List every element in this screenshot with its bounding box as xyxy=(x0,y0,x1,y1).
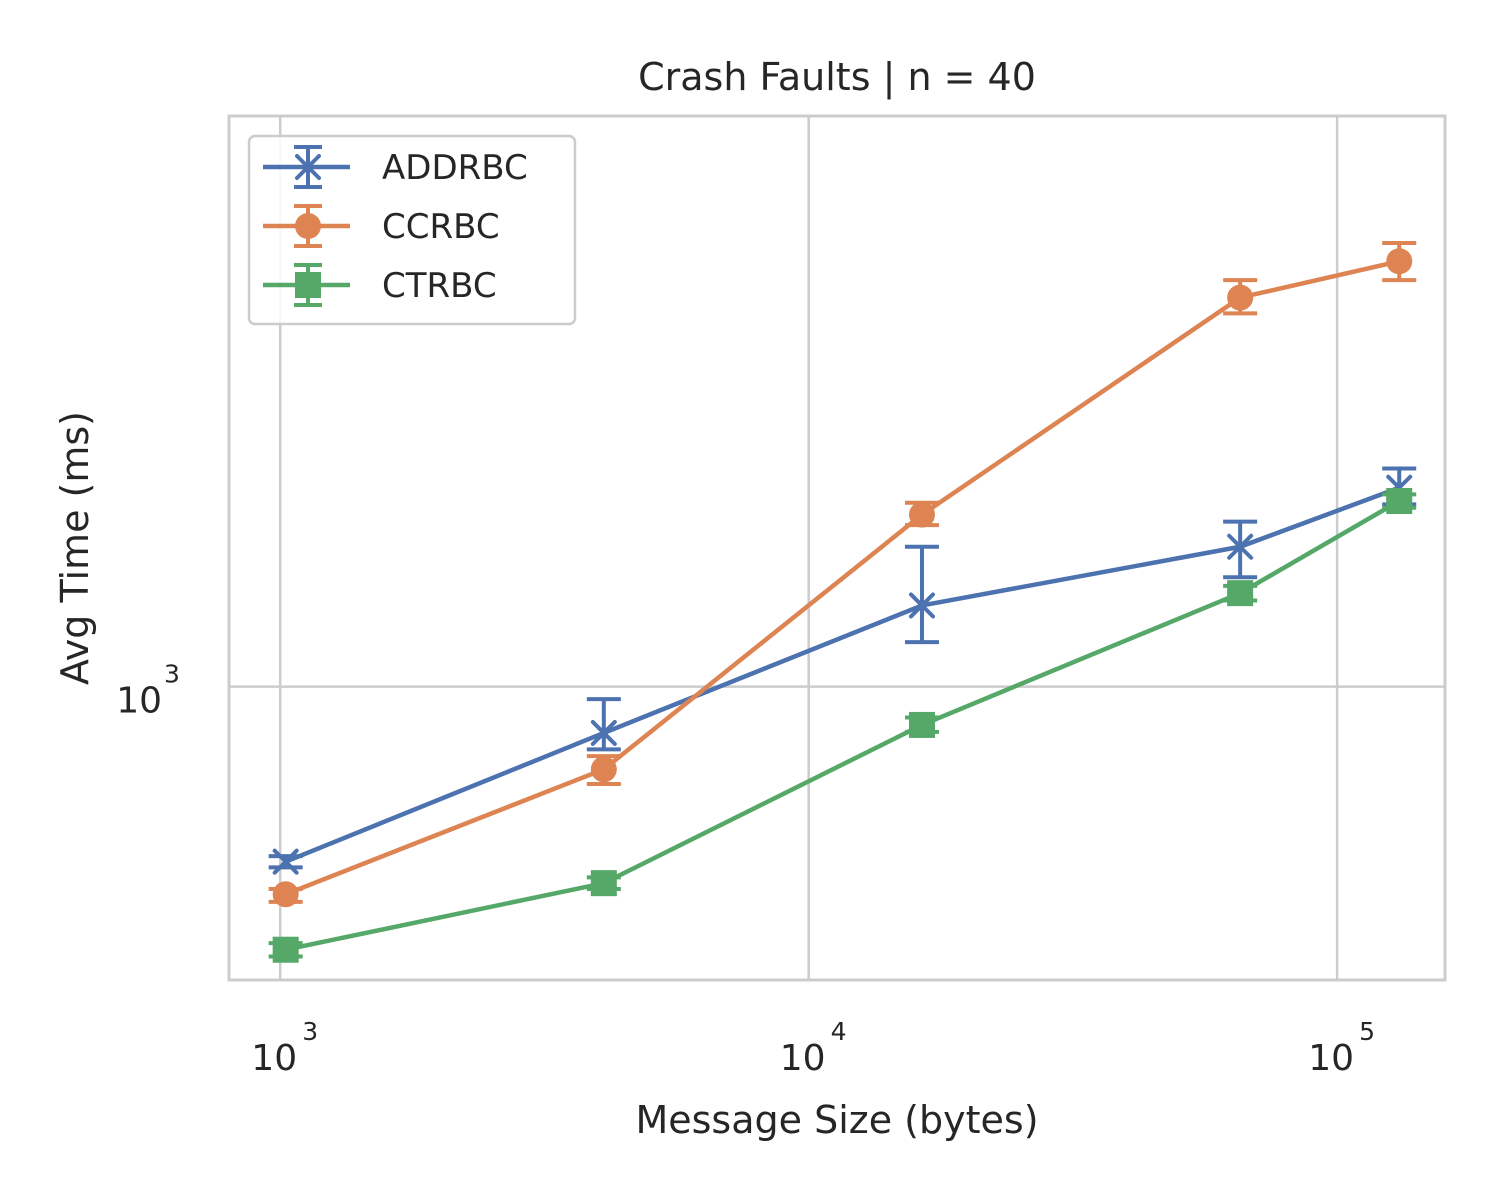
x-tick-label: 104 xyxy=(780,1017,847,1079)
data-point xyxy=(272,936,299,963)
y-axis-label: Avg Time (ms) xyxy=(53,411,97,685)
grid-lines xyxy=(229,116,1445,980)
data-point xyxy=(908,592,935,619)
series-ctrbc xyxy=(268,488,1417,963)
x-tick-exponent: 4 xyxy=(831,1017,847,1046)
legend-marker xyxy=(295,154,321,180)
x-tick-base: 10 xyxy=(251,1038,297,1079)
legend-marker xyxy=(295,272,321,298)
data-point xyxy=(1386,488,1413,515)
legend-label: CCRBC xyxy=(382,207,500,247)
legend: ADDRBC CCRBC CTRBC xyxy=(247,134,577,326)
chart-title: Crash Faults | n = 40 xyxy=(638,55,1036,100)
data-point xyxy=(908,501,935,528)
data-point xyxy=(590,870,617,897)
data-point xyxy=(590,756,617,783)
legend-box xyxy=(247,134,577,326)
legend-item-addrbc: ADDRBC xyxy=(263,145,528,189)
x-tick-base: 10 xyxy=(1308,1038,1354,1079)
data-point xyxy=(272,881,299,908)
series-addrbc xyxy=(268,466,1417,875)
data-point xyxy=(1386,248,1413,275)
series-ccrbc xyxy=(268,241,1417,908)
x-tick-label: 105 xyxy=(1308,1017,1375,1079)
legend-marker xyxy=(295,213,321,239)
x-tick-exponent: 3 xyxy=(302,1017,318,1046)
series-layer xyxy=(268,241,1417,963)
error-bar xyxy=(904,544,939,645)
data-point xyxy=(590,719,617,746)
data-point xyxy=(1227,284,1254,311)
legend-label: ADDRBC xyxy=(382,148,528,188)
data-point xyxy=(272,848,299,875)
x-axis-label: Message Size (bytes) xyxy=(635,1098,1038,1142)
series-line xyxy=(284,485,1401,864)
data-point xyxy=(908,711,935,738)
legend-item-ctrbc: CTRBC xyxy=(263,263,497,307)
data-point xyxy=(1227,580,1254,607)
y-tick-base: 10 xyxy=(116,681,162,722)
plot-frame xyxy=(227,114,1447,982)
y-tick-exponent: 3 xyxy=(164,660,180,689)
legend-label: CTRBC xyxy=(382,266,497,306)
series-line xyxy=(285,499,1401,952)
x-tick-exponent: 5 xyxy=(1359,1017,1375,1046)
y-tick-label: 103 xyxy=(116,660,180,722)
x-tick-label: 103 xyxy=(251,1017,318,1079)
data-point xyxy=(1227,533,1254,560)
legend-item-ccrbc: CCRBC xyxy=(263,204,500,248)
x-tick-base: 10 xyxy=(780,1038,826,1079)
error-bar xyxy=(586,697,621,752)
